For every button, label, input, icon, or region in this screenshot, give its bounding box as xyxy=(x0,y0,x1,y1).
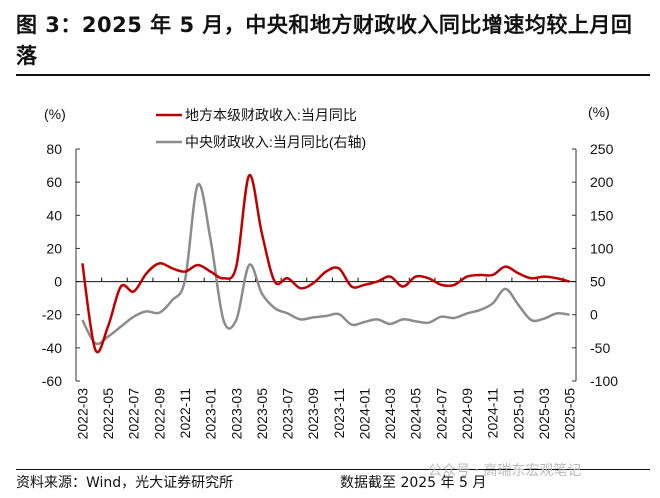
footer-divider xyxy=(16,469,650,470)
x-tick-label: 2022-05 xyxy=(100,388,116,440)
source-note: 资料来源：Wind，光大证券研究所 xyxy=(16,475,234,491)
right-tick-label: 200 xyxy=(590,174,614,190)
x-tick-label: 2022-09 xyxy=(151,388,167,440)
left-tick-label: 60 xyxy=(46,174,62,190)
x-tick-label: 2024-01 xyxy=(356,388,372,440)
x-tick-label: 2024-03 xyxy=(382,388,398,440)
x-tick-label: 2024-11 xyxy=(485,388,501,439)
left-tick-label: 80 xyxy=(46,141,62,157)
series-line-local xyxy=(81,174,570,354)
x-tick-label: 2023-05 xyxy=(254,388,270,440)
x-tick-label: 2024-09 xyxy=(459,388,475,440)
right-tick-label: -50 xyxy=(590,340,610,356)
right-tick-label: 150 xyxy=(590,207,614,223)
left-tick-label: 20 xyxy=(46,240,62,256)
legend-label: 地方本级财政收入:当月同比 xyxy=(185,107,357,123)
x-tick-label: 2024-07 xyxy=(433,388,449,440)
left-tick-label: -60 xyxy=(42,373,62,389)
x-tick-label: 2023-01 xyxy=(203,388,219,440)
right-tick-label: 100 xyxy=(590,240,614,256)
as-of-note: 数据截至 2025 年 5 月 xyxy=(340,475,487,491)
left-tick-label: -40 xyxy=(42,340,62,356)
x-tick-label: 2024-05 xyxy=(408,388,424,440)
left-tick-label: 40 xyxy=(46,207,62,223)
x-tick-label: 2023-11 xyxy=(331,388,347,439)
watermark: 公众号 · 高瑞东宏观笔记 xyxy=(428,463,582,479)
left-tick-label: -20 xyxy=(42,307,62,323)
right-tick-label: 250 xyxy=(590,141,614,157)
right-axis-unit: (%) xyxy=(588,104,610,120)
title-divider xyxy=(16,74,650,76)
left-tick-label: 0 xyxy=(54,274,62,290)
left-axis-unit: (%) xyxy=(44,106,66,122)
right-tick-label: -100 xyxy=(590,373,618,389)
x-tick-label: 2025-01 xyxy=(510,388,526,440)
x-tick-label: 2022-11 xyxy=(177,388,193,439)
figure-title: 图 3：2025 年 5 月，中央和地方财政收入同比增速均较上月回落 xyxy=(16,13,633,68)
x-tick-label: 2023-03 xyxy=(228,388,244,440)
series-line-central xyxy=(81,182,570,346)
legend-label: 中央财政收入:当月同比(右轴) xyxy=(185,134,366,150)
right-tick-label: 50 xyxy=(590,274,606,290)
x-tick-label: 2023-07 xyxy=(280,388,296,440)
chart: 806040200-20-40-60250200150100500-50-100… xyxy=(42,104,618,440)
x-tick-label: 2025-03 xyxy=(536,388,552,440)
right-tick-label: 0 xyxy=(590,307,598,323)
x-tick-label: 2022-03 xyxy=(74,388,90,440)
x-tick-label: 2022-07 xyxy=(126,388,142,440)
x-tick-label: 2023-09 xyxy=(305,388,321,440)
x-tick-label: 2025-05 xyxy=(562,388,578,440)
